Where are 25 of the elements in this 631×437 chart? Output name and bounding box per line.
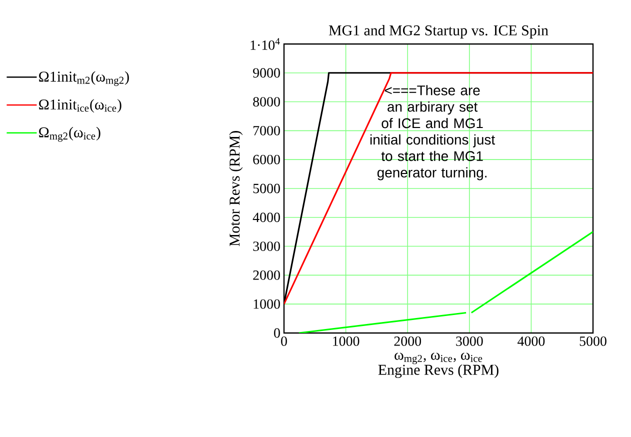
legend-label: Ω1init$_{ice}$(ω$_{ice}$) — [39, 99, 122, 113]
y-tick-label: 8000 — [253, 97, 280, 106]
y-axis-title: Motor Revs (RPM) — [229, 131, 243, 246]
x-tick-label: 0 — [281, 336, 287, 346]
y-tick-label: 1·10$^{4}$ — [250, 38, 280, 50]
annotation: <===These are an arbirary set of ICE and MG1 initial conditions just to start the MG1 generator turning. — [370, 85, 495, 180]
y-tick-label: 1000 — [254, 299, 280, 309]
y-tick-label: 5000 — [253, 184, 280, 194]
y-tick-label: 7000 — [254, 126, 280, 136]
x-tick-label: 1000 — [333, 336, 360, 346]
y-tick-label: 0 — [274, 328, 280, 338]
x-axis-title: Engine Revs (RPM) — [378, 364, 498, 378]
x-tick-label: 3000 — [456, 336, 483, 346]
x-tick-label: 4000 — [518, 336, 545, 346]
chart-title: MG1 and MG2 Startup vs. ICE Spin — [328, 24, 548, 38]
y-tick-label: 9000 — [253, 68, 280, 78]
legend-label: Ω$_{mg2}$(ω$_{ice}$) — [39, 126, 100, 142]
text: ω$_{mg2}$, ω$_{ice}$, ω$_{ice}$ — [394, 352, 482, 364]
x-tick-label: 5000 — [580, 336, 606, 346]
x-tick-label: 2000 — [394, 336, 422, 346]
legend-label: Ω1init$_{m2}$(ω$_{mg2}$) — [39, 71, 129, 86]
y-tick-label: 4000 — [252, 212, 280, 222]
y-tick-label: 3000 — [253, 242, 280, 251]
y-tick-label: 2000 — [253, 270, 280, 280]
y-tick-label: 6000 — [253, 154, 280, 164]
